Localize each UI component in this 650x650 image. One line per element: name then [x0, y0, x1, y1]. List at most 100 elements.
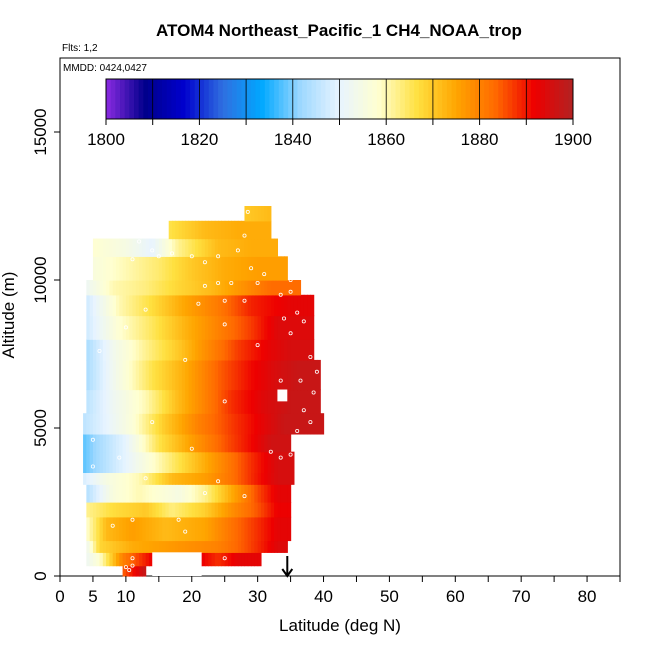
curtain-cell	[247, 238, 252, 257]
curtain-cell	[260, 451, 265, 473]
curtain-cell	[165, 540, 170, 553]
curtain-cell	[158, 502, 163, 518]
curtain-cell	[221, 294, 226, 317]
curtain-cell	[181, 280, 186, 296]
curtain-cell	[218, 451, 223, 473]
curtain-cell	[132, 256, 137, 281]
curtain-cell	[172, 238, 176, 257]
curtain-cell	[188, 433, 193, 453]
curtain-cell	[112, 502, 117, 518]
curtain-cell	[132, 472, 137, 485]
curtain-cell	[129, 315, 134, 340]
curtain-cell	[204, 502, 209, 518]
curtain-cell	[211, 472, 216, 485]
curtain-cell	[148, 413, 153, 435]
curtain-cell	[274, 502, 279, 518]
colorbar-tick-label: 1800	[87, 130, 125, 149]
curtain-cell	[129, 565, 134, 577]
curtain-cell	[231, 339, 236, 361]
curtain-cell	[139, 451, 143, 473]
curtain-cell	[139, 472, 143, 485]
curtain-cell	[165, 472, 170, 485]
curtain-cell	[254, 451, 259, 473]
curtain-cell	[152, 472, 157, 485]
curtain-cell	[224, 315, 229, 340]
curtain-cell	[277, 451, 282, 473]
curtain-cell	[106, 280, 111, 296]
curtain-cell	[214, 433, 219, 453]
curtain-cell	[96, 484, 101, 503]
gap-layer	[152, 389, 288, 576]
colorbar-swatch	[311, 79, 317, 119]
colorbar-tick-label: 1880	[461, 130, 499, 149]
curtain-cell	[148, 389, 153, 414]
curtain-cell	[224, 451, 229, 473]
curtain-cell	[237, 294, 242, 317]
curtain-cell	[244, 256, 249, 281]
curtain-cell	[175, 516, 180, 542]
curtain-cell	[86, 389, 91, 414]
curtain-cell	[274, 389, 279, 414]
curtain-cell	[260, 359, 265, 391]
curtain-cell	[99, 238, 104, 257]
curtain-cell	[122, 280, 127, 296]
curtain-cell	[96, 451, 101, 473]
curtain-cell	[188, 256, 193, 281]
curtain-cell	[254, 359, 259, 391]
curtain-cell	[241, 516, 246, 542]
sample-point	[202, 260, 207, 265]
curtain-cell	[86, 433, 91, 453]
colorbar-swatch	[348, 79, 355, 119]
curtain-cell	[247, 294, 252, 317]
curtain-cell	[313, 413, 318, 435]
x-tick-label: 5	[88, 587, 97, 606]
curtain-cell	[135, 238, 140, 257]
curtain-cell	[264, 502, 269, 518]
curtain-cell	[290, 451, 295, 473]
curtain-cell	[172, 472, 176, 485]
curtain-cell	[310, 315, 315, 340]
curtain-cell	[191, 339, 196, 361]
colorbar-swatch	[535, 79, 541, 119]
curtain-cell	[204, 389, 209, 414]
curtain-cell	[244, 516, 249, 542]
curtain-cell	[274, 516, 279, 542]
curtain-cell	[172, 315, 176, 340]
curtain-cell	[264, 540, 269, 553]
curtain-cell	[142, 359, 147, 391]
curtain-cell	[218, 502, 223, 518]
curtain-cell	[228, 389, 232, 414]
curtain-cell	[132, 516, 137, 542]
curtain-cell	[188, 339, 193, 361]
curtain-cell	[208, 502, 213, 518]
sample-point	[308, 420, 313, 425]
curtain-cell	[188, 451, 193, 473]
sample-point	[150, 420, 155, 425]
curtain-cell	[274, 339, 279, 361]
sample-point	[216, 254, 221, 259]
curtain-cell	[287, 433, 292, 453]
curtain-cell	[198, 280, 203, 296]
curtain-cell	[116, 294, 120, 317]
curtain-cell	[162, 472, 167, 485]
curtain-cell	[297, 280, 302, 296]
curtain-cell	[234, 359, 239, 391]
curtain-cell	[244, 413, 249, 435]
curtain-cell	[109, 339, 114, 361]
curtain-cell	[280, 359, 285, 391]
curtain-cell	[191, 389, 196, 414]
colorbar-swatch	[502, 79, 509, 119]
sample-point	[301, 408, 306, 413]
curtain-cell	[257, 315, 262, 340]
curtain-cell	[277, 280, 282, 296]
curtain-cell	[86, 540, 91, 553]
curtain-cell	[221, 516, 226, 542]
curtain-cell	[191, 256, 196, 281]
curtain-cell	[260, 389, 265, 414]
curtain-cell	[270, 256, 275, 281]
curtain-cell	[277, 472, 282, 485]
curtain-cell	[198, 451, 203, 473]
curtain-cell	[201, 238, 206, 257]
curtain-cell	[284, 472, 288, 485]
curtain-cell	[260, 220, 265, 240]
